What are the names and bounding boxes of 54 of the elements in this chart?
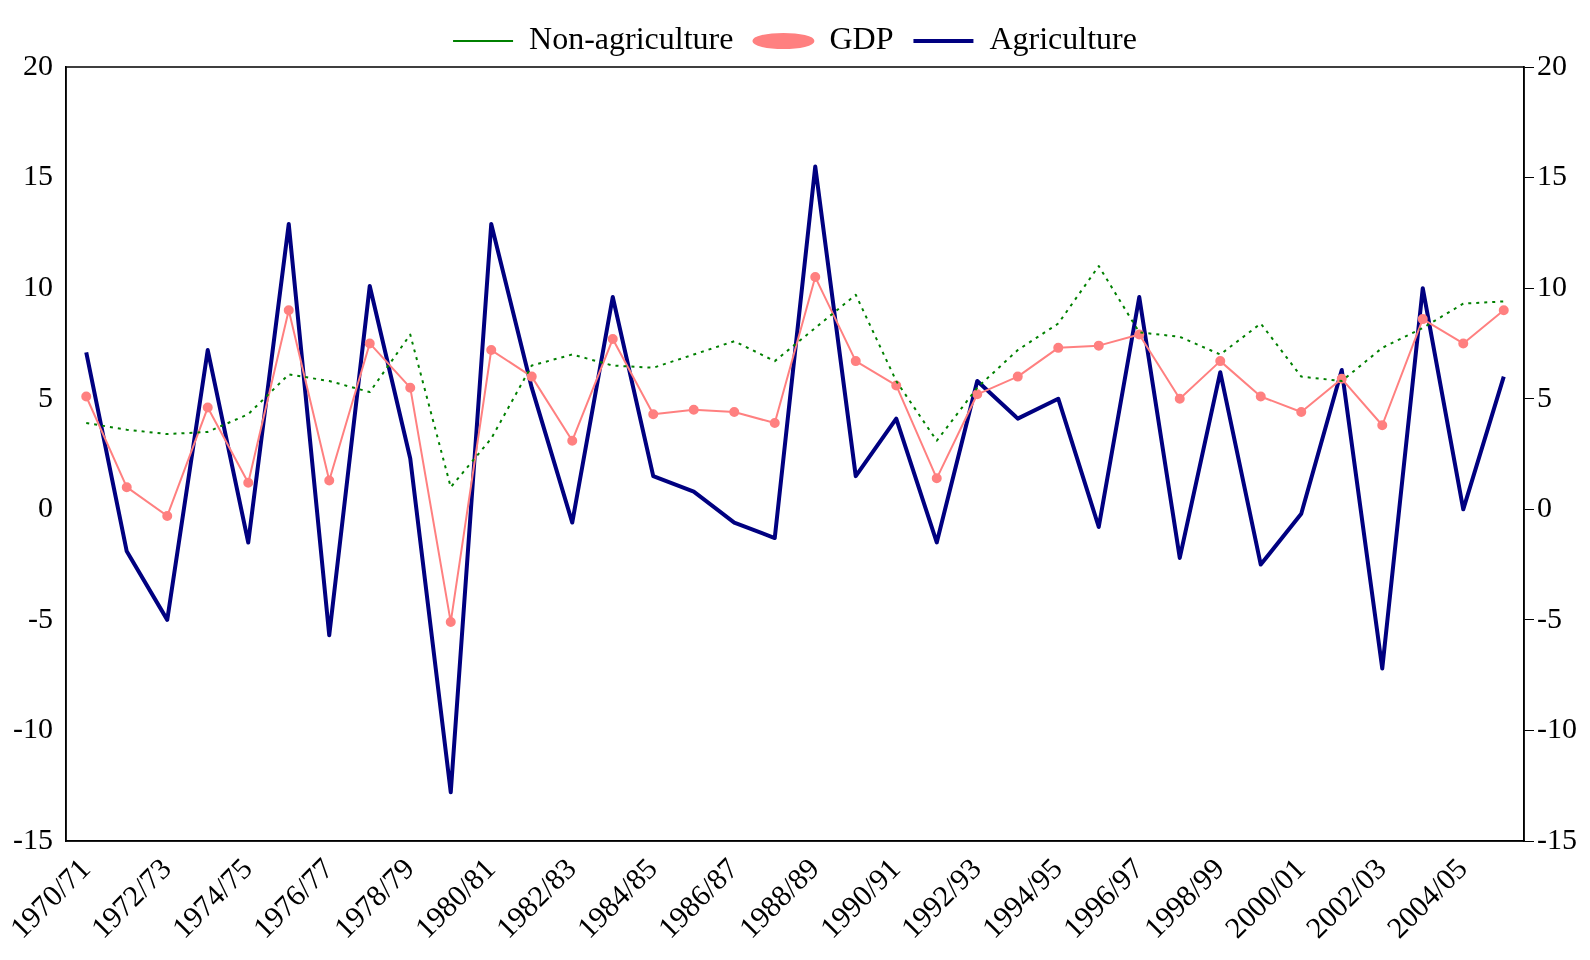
y-tick-label: 20 — [22, 47, 53, 81]
point — [769, 418, 780, 429]
y2-tick-label: -10 — [1537, 711, 1578, 745]
y2-tick-label: -5 — [1537, 600, 1563, 634]
point — [729, 406, 740, 417]
y2-tick-label: 15 — [1537, 158, 1568, 192]
point — [850, 356, 861, 367]
point — [243, 477, 254, 488]
legend-label: GDP — [829, 20, 894, 57]
point — [607, 334, 618, 345]
point — [972, 389, 983, 400]
point — [810, 272, 821, 283]
line-series — [85, 265, 1505, 489]
y2-tick-label: 5 — [1537, 379, 1553, 413]
point — [445, 617, 456, 628]
y2-tick-label: 0 — [1537, 490, 1553, 524]
point — [1093, 340, 1104, 351]
point — [1255, 391, 1266, 402]
point — [1377, 420, 1388, 431]
point — [324, 475, 335, 486]
point — [405, 382, 416, 393]
point — [1134, 329, 1145, 340]
point — [1053, 342, 1064, 353]
y-tick-label: 15 — [22, 158, 53, 192]
y2-tick-label: 10 — [1537, 269, 1568, 303]
point — [1012, 371, 1023, 382]
point — [526, 371, 537, 382]
y-tick-label: 0 — [37, 490, 53, 524]
legend-label: Agriculture — [989, 20, 1137, 57]
point — [202, 402, 213, 413]
point — [931, 473, 942, 484]
point — [364, 338, 375, 349]
point — [1458, 338, 1469, 349]
point — [486, 345, 497, 356]
legend-label: Non-agriculture — [529, 20, 734, 57]
point — [283, 305, 294, 316]
point — [1296, 406, 1307, 417]
point — [162, 510, 173, 521]
point — [81, 391, 92, 402]
point — [567, 435, 578, 446]
y-tick-label: 5 — [37, 379, 53, 413]
point — [1174, 393, 1185, 404]
y-tick-label: -5 — [27, 600, 53, 634]
point — [1498, 305, 1509, 316]
y-tick-label: 10 — [22, 269, 53, 303]
y-tick-label: -10 — [12, 711, 53, 745]
y2-tick-label: 20 — [1537, 47, 1568, 81]
y-tick-label: -15 — [12, 821, 53, 855]
y2-tick-label: -15 — [1537, 821, 1578, 855]
point — [1417, 314, 1428, 325]
point — [648, 409, 659, 420]
point — [121, 482, 132, 493]
point — [1215, 356, 1226, 367]
point — [688, 404, 699, 415]
